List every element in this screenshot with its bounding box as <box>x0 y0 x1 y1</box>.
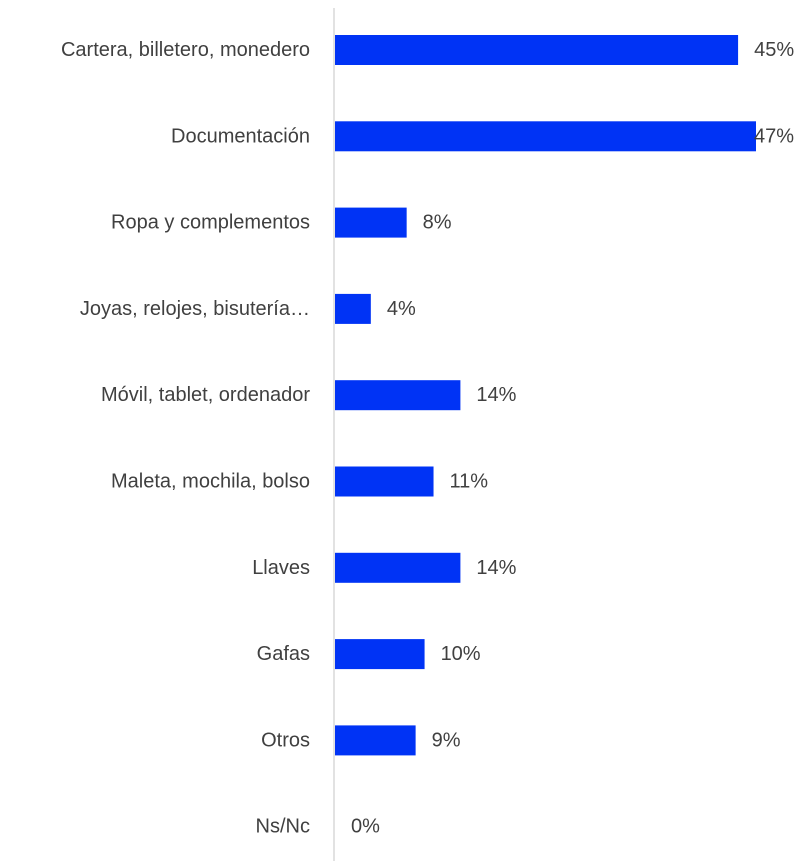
bar-2 <box>335 207 407 238</box>
bar-3 <box>335 293 371 324</box>
value-label-1: 47% <box>754 125 794 147</box>
category-label-2: Ropa y complementos <box>111 212 310 234</box>
category-labels-group: Cartera, billetero, monedero Documentació… <box>61 39 310 838</box>
value-label-8: 9% <box>432 729 461 751</box>
bar-4 <box>335 380 461 411</box>
category-label-8: Otros <box>261 729 310 751</box>
value-label-6: 14% <box>476 557 516 579</box>
bar-7 <box>335 639 425 670</box>
bars-group <box>335 35 756 756</box>
category-label-6: Llaves <box>252 557 310 579</box>
category-label-1: Documentación <box>171 125 310 147</box>
category-label-0: Cartera, billetero, monedero <box>61 39 310 61</box>
category-label-3: Joyas, relojes, bisutería… <box>80 298 310 320</box>
value-labels-group: 45% 47% 8% 4% 14% 11% 14% 10% 9% 0% <box>351 39 794 838</box>
category-label-9: Ns/Nc <box>256 816 310 838</box>
category-label-4: Móvil, tablet, ordenador <box>101 384 310 406</box>
bar-1 <box>335 121 756 152</box>
bar-8 <box>335 725 416 756</box>
value-label-2: 8% <box>423 212 452 234</box>
value-label-4: 14% <box>476 384 516 406</box>
bar-5 <box>335 466 434 497</box>
value-label-0: 45% <box>754 39 794 61</box>
value-label-5: 11% <box>450 471 489 493</box>
value-label-7: 10% <box>441 643 481 665</box>
category-label-7: Gafas <box>257 643 310 665</box>
bar-0 <box>335 35 739 65</box>
category-label-5: Maleta, mochila, bolso <box>111 471 310 493</box>
value-label-3: 4% <box>387 298 416 320</box>
value-label-9: 0% <box>351 816 380 838</box>
bar-6 <box>335 552 461 583</box>
